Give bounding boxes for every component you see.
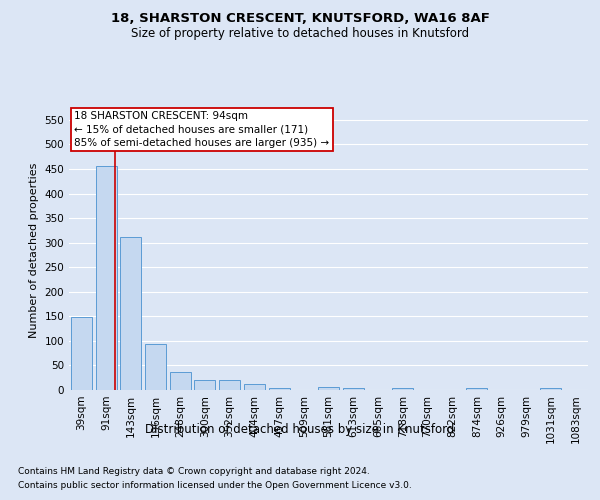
Bar xyxy=(219,380,240,390)
Text: Contains HM Land Registry data © Crown copyright and database right 2024.: Contains HM Land Registry data © Crown c… xyxy=(18,468,370,476)
Bar xyxy=(318,386,339,390)
Bar xyxy=(71,317,92,390)
Bar xyxy=(466,388,487,390)
Text: Contains public sector information licensed under the Open Government Licence v3: Contains public sector information licen… xyxy=(18,481,412,490)
Y-axis label: Number of detached properties: Number of detached properties xyxy=(29,162,39,338)
Bar xyxy=(541,388,562,390)
Bar xyxy=(194,380,215,390)
Bar xyxy=(145,344,166,390)
Bar xyxy=(244,384,265,390)
Bar xyxy=(120,237,141,390)
Text: 18 SHARSTON CRESCENT: 94sqm
← 15% of detached houses are smaller (171)
85% of se: 18 SHARSTON CRESCENT: 94sqm ← 15% of det… xyxy=(74,112,329,148)
Bar xyxy=(343,388,364,390)
Bar xyxy=(392,388,413,390)
Bar xyxy=(95,166,116,390)
Text: 18, SHARSTON CRESCENT, KNUTSFORD, WA16 8AF: 18, SHARSTON CRESCENT, KNUTSFORD, WA16 8… xyxy=(110,12,490,26)
Text: Distribution of detached houses by size in Knutsford: Distribution of detached houses by size … xyxy=(145,422,455,436)
Bar xyxy=(170,372,191,390)
Text: Size of property relative to detached houses in Knutsford: Size of property relative to detached ho… xyxy=(131,28,469,40)
Bar xyxy=(269,388,290,390)
